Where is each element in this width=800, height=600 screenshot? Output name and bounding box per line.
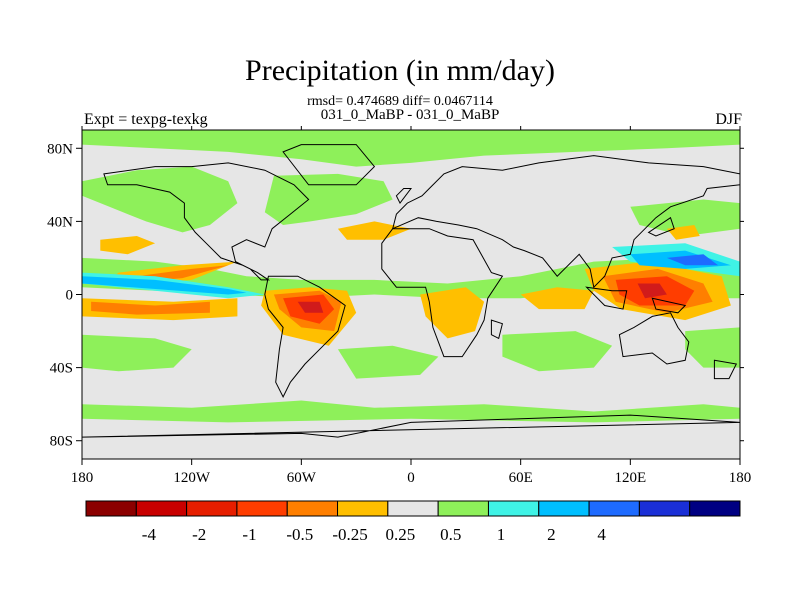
lat-tick-label: 0 [66,288,74,304]
coastline-6 [82,414,740,438]
coastline-10 [647,216,675,237]
anomaly-region-s-indian-wet [502,331,613,372]
colorbar-swatch [437,500,489,517]
colorbar-label: -1 [242,525,256,544]
colorbar-label: 0.5 [440,525,461,544]
anomaly-region-s-pacific-mod [91,301,210,315]
coastline-12 [395,188,413,205]
colorbar-label: -2 [192,525,206,544]
anomaly-region-sw-pacific-wet [685,327,740,368]
coastline-4 [391,155,740,289]
lat-tick-label: 40N [47,214,73,230]
colorbar-swatch [85,500,137,517]
colorbar-swatch [387,500,439,517]
coastline-11 [713,359,738,380]
colorbar-label: 4 [597,525,606,544]
anomaly-region-tropics-wet-north [82,257,740,299]
colorbar-label: 2 [547,525,556,544]
lat-tick-label: 80N [47,141,73,157]
colorbar-label: 1 [497,525,506,544]
colorbar-label: -4 [142,525,157,544]
colorbar-label: -0.5 [286,525,313,544]
anomaly-region-s-midlat-wet [82,334,192,372]
plot-title: Precipitation (in mm/day) [245,54,555,87]
lat-tick-label: 40S [50,361,73,377]
colorbar-swatch [487,500,540,517]
coastline-7 [490,319,503,340]
anomaly-region-n-atlantic-wet [264,173,393,225]
anomaly-region-n-pacific-wet [82,166,238,233]
experiment-ids: 031_0_MaBP - 031_0_MaBP [320,107,500,123]
colorbar-swatch [186,500,238,517]
lon-tick-label: 180 [71,470,94,486]
coastline-9 [651,297,687,314]
anomaly-region-africa-dry [420,287,485,339]
anomaly-region-s-atlantic-wet [337,345,439,379]
anomaly-region-amazon-deep [297,301,324,313]
colorbar-swatch [638,500,691,517]
lon-tick-label: 120E [614,470,646,486]
coastline-0 [103,162,310,281]
stats-line: rmsd= 0.474689 diff= 0.0467114 [307,94,493,109]
colorbar-swatch [135,500,188,517]
colorbar-swatch [286,500,339,517]
coastline-3 [381,228,504,358]
lon-tick-label: 120W [173,470,211,486]
coastline-1 [264,275,346,399]
anomaly-region-indian-dry [520,287,594,310]
lon-tick-label: 0 [407,470,415,486]
lat-tick-label: 80S [50,434,73,450]
colorbar-swatch [337,500,389,517]
anomaly-region-n-pacific-dry [100,236,156,255]
coastline-2 [282,144,376,186]
season-label: DJF [715,111,742,128]
anomaly-region-japan-dry [666,225,700,240]
anomaly-region-arctic-wet [82,130,740,167]
lon-tick-label: 60W [287,470,317,486]
colorbar-label: -0.25 [332,525,367,544]
anomaly-region-arabia-dry [337,221,411,240]
anomaly-region-w-pacific-wet-2 [666,254,719,266]
coastline-8 [585,286,628,310]
lon-tick-label: 180 [729,470,752,486]
colorbar-label: 0.25 [386,525,416,544]
colorbar-swatch [588,500,640,517]
colorbar-swatch [538,500,590,517]
colorbar-swatch [689,500,741,517]
colorbar-swatch [236,500,288,517]
lon-tick-label: 60E [509,470,533,486]
anomaly-region-w-pacific-deep [637,283,667,299]
experiment-label: Expt = texpg-texkg [84,111,208,128]
coastline-5 [618,312,690,365]
anomaly-region-e-pacific-wet-1 [82,276,247,295]
